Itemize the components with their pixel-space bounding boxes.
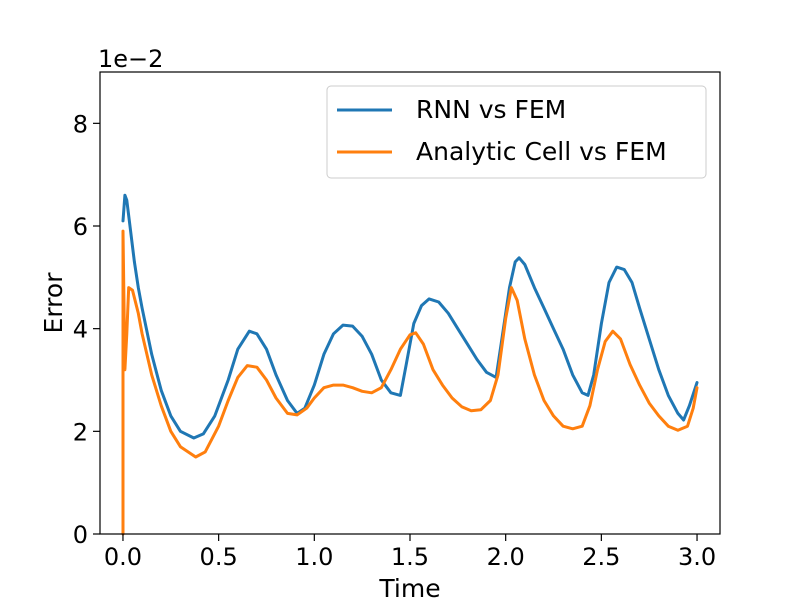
x-axis: 0.0 0.5 1.0 1.5 2.0 2.5 3.0 <box>104 534 716 571</box>
series-line-0 <box>121 193 699 440</box>
y-scale-label: 1e−2 <box>98 45 163 73</box>
y-tick-label: 2 <box>73 418 88 446</box>
y-tick-label: 8 <box>73 110 88 138</box>
x-tick-label: 2.5 <box>582 543 620 571</box>
legend-box <box>326 85 707 179</box>
y-tick-label: 6 <box>73 213 88 241</box>
y-tick-label: 0 <box>73 521 88 549</box>
series-layer <box>121 193 699 536</box>
x-tick-label: 3.0 <box>678 543 716 571</box>
y-axis: 0 2 4 6 8 <box>73 110 100 549</box>
legend-label-analytic: Analytic Cell vs FEM <box>416 137 667 166</box>
x-axis-label: Time <box>378 574 440 600</box>
x-tick-label: 1.0 <box>295 543 333 571</box>
y-tick-label: 4 <box>73 316 88 344</box>
legend-label-rnn: RNN vs FEM <box>416 95 566 124</box>
x-tick-label: 0.5 <box>200 543 238 571</box>
x-tick-label: 0.0 <box>104 543 142 571</box>
y-axis-label: Error <box>39 272 68 334</box>
x-tick-label: 2.0 <box>487 543 525 571</box>
x-tick-label: 1.5 <box>391 543 429 571</box>
series-line-1 <box>121 229 699 536</box>
legend: RNN vs FEM Analytic Cell vs FEM <box>326 85 707 179</box>
